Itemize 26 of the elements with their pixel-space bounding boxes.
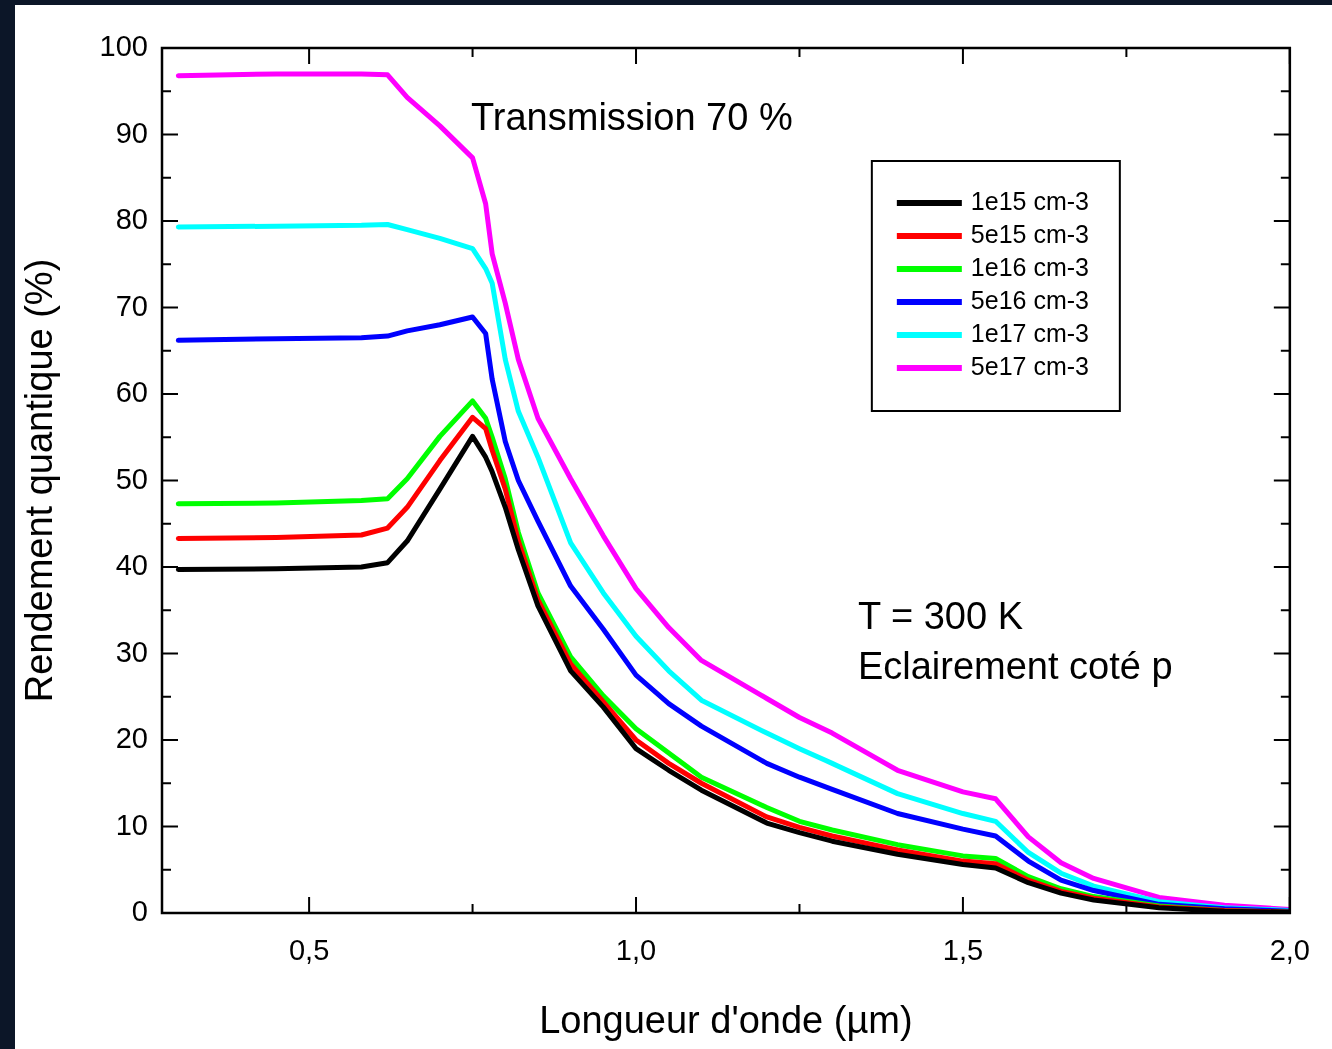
legend-label: 1e17 cm-3 xyxy=(970,318,1089,347)
legend-label: 5e17 cm-3 xyxy=(970,351,1089,380)
legend-label: 5e16 cm-3 xyxy=(970,285,1089,314)
y-tick-label: 90 xyxy=(115,116,148,149)
y-tick-label: 0 xyxy=(131,895,148,927)
y-tick-label: 20 xyxy=(115,722,148,754)
y-tick-label: 30 xyxy=(115,635,148,668)
y-tick-label: 50 xyxy=(115,462,148,495)
annotation: T = 300 K xyxy=(857,595,1024,638)
x-axis-title: Longueur d'onde (µm) xyxy=(539,998,913,1041)
legend-label: 5e15 cm-3 xyxy=(970,219,1089,248)
x-tick-label: 1,5 xyxy=(942,934,984,967)
x-tick-label: 1,0 xyxy=(615,934,657,967)
y-tick-label: 40 xyxy=(115,549,148,581)
y-tick-label: 100 xyxy=(99,30,148,62)
legend-label: 1e15 cm-3 xyxy=(970,186,1089,215)
annotation: Transmission 70 % xyxy=(471,96,793,139)
legend-label: 1e16 cm-3 xyxy=(970,252,1089,281)
x-tick-label: 2,0 xyxy=(1269,934,1311,967)
y-axis-title: Rendement quantique (%) xyxy=(18,258,61,703)
y-tick-label: 60 xyxy=(115,376,148,408)
annotation: Eclairement coté p xyxy=(857,645,1173,688)
y-tick-label: 80 xyxy=(115,203,148,235)
y-tick-label: 10 xyxy=(115,808,148,841)
x-tick-label: 0,5 xyxy=(288,934,330,967)
y-tick-label: 70 xyxy=(115,289,148,322)
